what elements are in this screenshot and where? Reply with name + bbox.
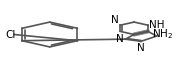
Text: N: N — [111, 15, 118, 25]
Text: NH$_2$: NH$_2$ — [152, 27, 173, 41]
Text: NH: NH — [149, 20, 164, 30]
Text: Cl: Cl — [5, 30, 16, 39]
Text: N: N — [116, 34, 124, 44]
Text: N: N — [137, 43, 145, 53]
